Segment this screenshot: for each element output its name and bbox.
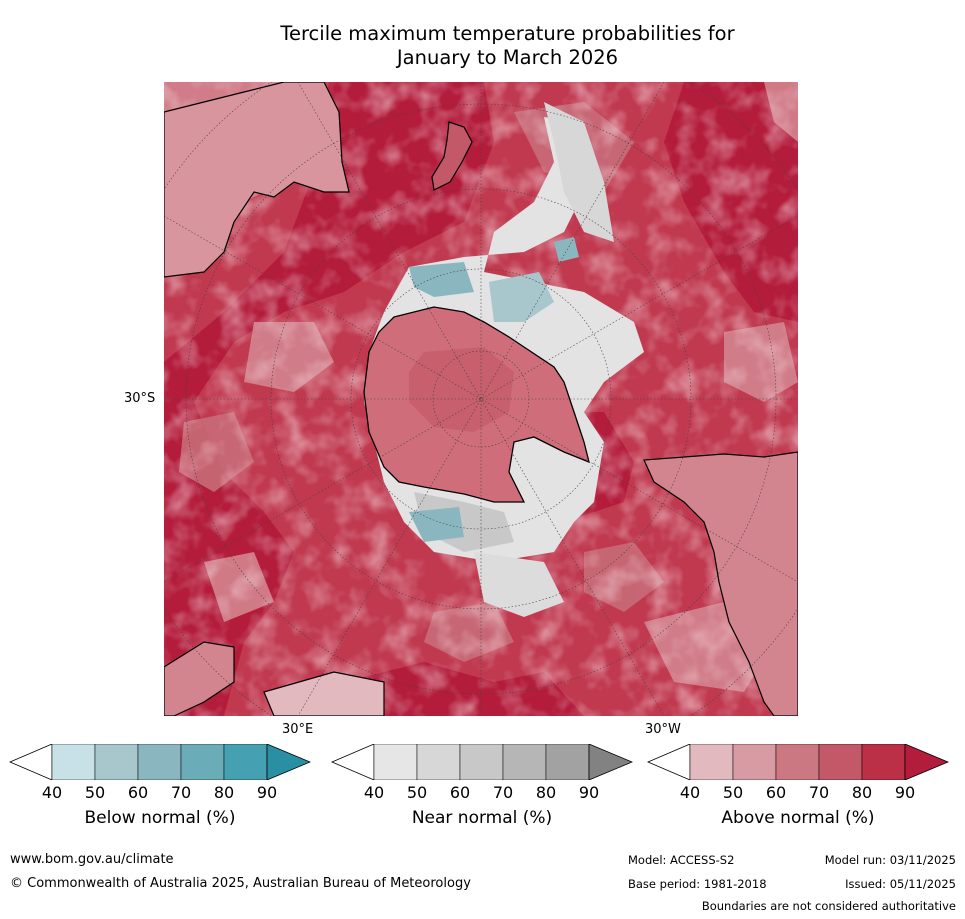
colorbar-above-normal	[647, 744, 949, 780]
colorbar-above-min-arrow	[647, 744, 691, 780]
colorbar-below-min-arrow	[9, 744, 53, 780]
title-line-1: Tercile maximum temperature probabilitie…	[280, 22, 735, 45]
colorbar-near-normal	[331, 744, 633, 780]
colorbar-above-segment	[689, 744, 734, 780]
map-title: Tercile maximum temperature probabilitie…	[0, 22, 965, 70]
colorbar-above-tick: 50	[722, 783, 744, 802]
colorbar-below-segment	[51, 744, 96, 780]
colorbar-near-tick: 70	[492, 783, 514, 802]
colorbar-label-above: Above normal (%)	[721, 808, 875, 828]
graticule	[164, 82, 798, 716]
southern-africa-landmass	[164, 641, 235, 716]
colorbar-below-tick: 50	[84, 783, 106, 802]
colorbar-label-near: Near normal (%)	[411, 808, 553, 828]
colorbar-above-max-arrow	[904, 744, 949, 780]
colorbar-below-segment	[137, 744, 182, 780]
lon-label-30e: 30°E	[282, 722, 314, 737]
new-zealand	[431, 121, 473, 191]
colorbar-below-segment	[223, 744, 268, 780]
colorbar-near-max-arrow	[588, 744, 633, 780]
colorbar-near-segment	[502, 744, 547, 780]
colorbar-near-segment	[416, 744, 461, 780]
colorbar-below-segment	[180, 744, 225, 780]
title-line-2: January to March 2026	[396, 46, 619, 69]
colorbar-above-tick: 90	[894, 783, 916, 802]
colorbar-label-below: Below normal (%)	[84, 808, 236, 828]
colorbar-below-max-arrow	[266, 744, 311, 780]
south-america-landmass	[643, 451, 798, 716]
issued-text: Issued: 05/11/2025	[845, 877, 956, 891]
colorbar-above-tick: 80	[851, 783, 873, 802]
colorbar-near-segment	[545, 744, 590, 780]
colorbar-below-normal	[9, 744, 311, 780]
model-text: Model: ACCESS-S2	[628, 853, 735, 867]
colorbar-above-tick: 40	[679, 783, 701, 802]
colorbar-below-tick: 80	[213, 783, 235, 802]
colorbar-above-tick: 70	[808, 783, 830, 802]
boundaries-note: Boundaries are not considered authoritat…	[701, 899, 956, 913]
colorbar-below-tick: 40	[41, 783, 63, 802]
lon-label-30w: 30°W	[645, 722, 681, 737]
southern-hemisphere-map	[164, 82, 798, 716]
copyright-text: © Commonwealth of Australia 2025, Austra…	[10, 876, 471, 891]
colorbar-above-segment	[775, 744, 820, 780]
model-run-text: Model run: 03/11/2025	[824, 853, 956, 867]
colorbar-near-tick: 90	[578, 783, 600, 802]
below-normal-patches	[409, 237, 579, 542]
colorbar-near-segment	[459, 744, 504, 780]
australia-landmass	[164, 82, 350, 278]
colorbar-below-tick: 90	[256, 783, 278, 802]
colorbar-near-tick: 60	[449, 783, 471, 802]
colorbar-above-segment	[818, 744, 863, 780]
colorbar-near-tick: 50	[406, 783, 428, 802]
colorbar-above-segment	[861, 744, 906, 780]
base-period-text: Base period: 1981-2018	[628, 877, 767, 891]
colorbar-above-tick: 60	[765, 783, 787, 802]
lat-label-30s: 30°S	[124, 391, 156, 406]
colorbar-near-segment	[373, 744, 418, 780]
colorbar-below-segment	[94, 744, 139, 780]
colorbar-below-tick: 60	[127, 783, 149, 802]
colorbar-near-tick: 80	[535, 783, 557, 802]
colorbar-near-tick: 40	[363, 783, 385, 802]
website-link[interactable]: www.bom.gov.au/climate	[10, 852, 174, 867]
colorbar-below-tick: 70	[170, 783, 192, 802]
colorbar-above-segment	[732, 744, 777, 780]
colorbar-near-min-arrow	[331, 744, 375, 780]
